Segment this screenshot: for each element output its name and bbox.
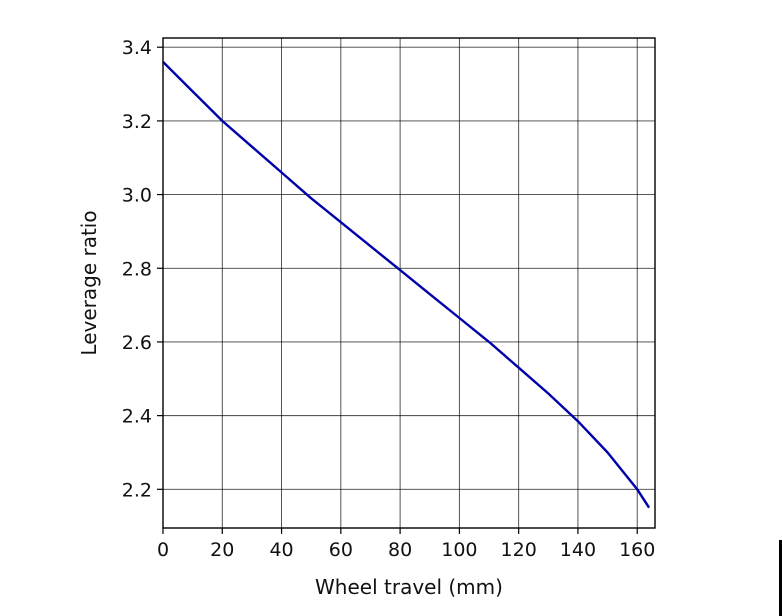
series-layer [162,61,651,509]
y-tick-label: 2.4 [122,406,152,428]
y-tick-label: 3.0 [122,185,152,207]
x-tick-label: 100 [441,539,477,561]
x-tick-label: 20 [210,539,234,561]
x-axis-label: Wheel travel (mm) [315,575,503,599]
ticks: 0 20 40 60 80 100 120 140 160 2.2 2.4 2.6 2.8 3.0 3.2 3… [122,37,656,561]
x-tick-label: 140 [560,539,596,561]
y-tick-label: 2.6 [122,332,152,354]
grid [162,38,655,528]
y-axis-label: Leverage ratio [77,210,101,355]
x-tick-label: 120 [501,539,537,561]
y-tick-label: 2.2 [122,479,152,501]
y-tick-label: 2.8 [122,258,152,280]
plot-frame [162,37,656,529]
x-tick-label: 40 [269,539,293,561]
x-tick-label: 0 [157,539,169,561]
x-tick-label: 80 [388,539,412,561]
y-tick-label: 3.4 [122,37,152,59]
leverage-ratio-line [162,61,651,509]
x-tick-label: 60 [329,539,353,561]
x-tick-label: 160 [619,539,655,561]
y-tick-label: 3.2 [122,111,152,133]
window-edge-marker [779,540,782,616]
